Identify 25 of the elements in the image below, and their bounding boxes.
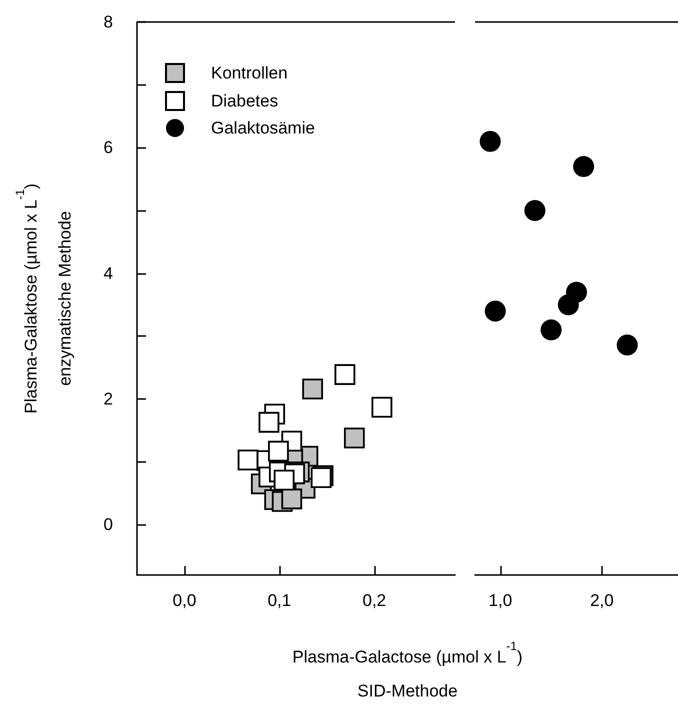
y-tick-label: 6 <box>104 138 113 158</box>
x-tick-label: 1,0 <box>488 591 512 610</box>
legend-label: Kontrollen <box>211 64 288 82</box>
point <box>566 282 587 303</box>
point <box>281 488 302 510</box>
point <box>616 334 638 356</box>
point <box>573 156 594 178</box>
text: Galaktosämie <box>211 118 315 138</box>
y-tick-label: 2 <box>104 390 113 409</box>
point <box>524 200 546 222</box>
y-tick-label: 4 <box>104 264 113 283</box>
point <box>484 300 506 322</box>
y-tick-label: 0 <box>104 515 113 534</box>
x-tick-label: 0,0 <box>172 591 196 610</box>
x-tick-label: 0,1 <box>268 591 292 610</box>
legend-label: Diabetes <box>211 92 278 110</box>
y-tick-label: 8 <box>104 12 113 32</box>
text: Plasma-Galaktose (µmol x L-1) enzymatische Methode <box>13 183 74 414</box>
point <box>540 319 562 340</box>
x-tick-label: 0,2 <box>362 591 386 610</box>
point <box>268 440 289 462</box>
point <box>302 378 324 400</box>
point <box>344 428 365 448</box>
point <box>480 130 501 152</box>
x-tick-label: 2,0 <box>590 591 614 610</box>
